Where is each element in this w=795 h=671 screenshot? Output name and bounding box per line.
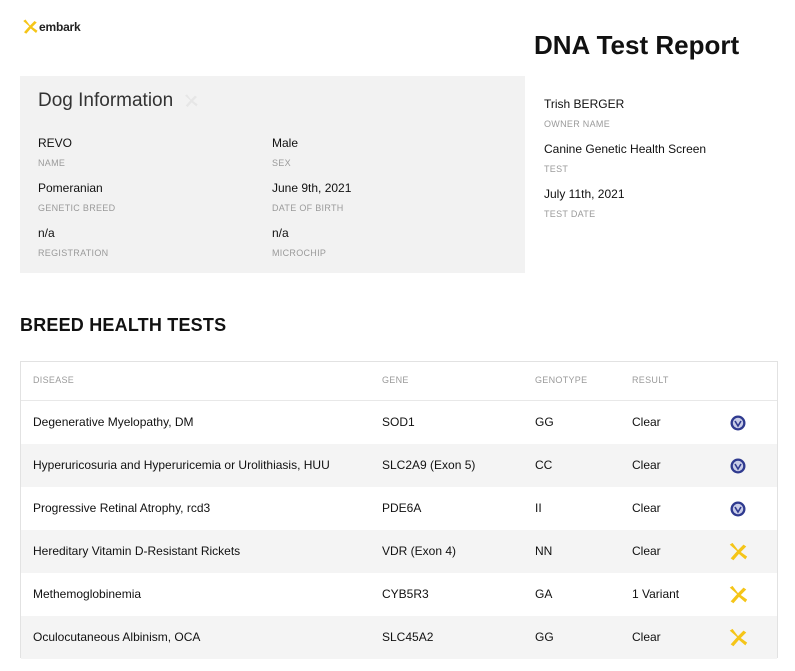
table-row: Progressive Retinal Atrophy, rcd3 PDE6A …	[21, 487, 777, 530]
table-row: Degenerative Myelopathy, DM SOD1 GG Clea…	[21, 401, 777, 444]
disease-cell: Progressive Retinal Atrophy, rcd3	[33, 501, 211, 515]
result-cell: 1 Variant	[632, 587, 680, 601]
dog-microchip-value: n/a	[272, 226, 289, 240]
owner-name-label: OWNER NAME	[544, 119, 610, 129]
dog-breed-field: Pomeranian GENETIC BREED	[38, 181, 115, 213]
table-row: Methemoglobinemia CYB5R3 GA 1 Variant	[21, 573, 777, 616]
test-field: Canine Genetic Health Screen TEST	[544, 142, 706, 174]
embark-star-icon	[725, 626, 751, 650]
dog-information-panel: Dog Information REVO NAME Male SEX Pomer…	[20, 76, 525, 273]
test-date-label: TEST DATE	[544, 209, 596, 219]
dog-breed-label: GENETIC BREED	[38, 203, 116, 213]
report-title: DNA Test Report	[534, 30, 740, 60]
disease-cell: Hyperuricosuria and Hyperuricemia or Uro…	[33, 458, 330, 472]
dog-registration-value: n/a	[38, 226, 55, 240]
header-genotype: GENOTYPE	[535, 375, 588, 385]
test-date-value: July 11th, 2021	[544, 187, 625, 201]
embark-star-icon	[725, 540, 751, 564]
genotype-cell: GG	[535, 630, 554, 644]
dog-dob-field: June 9th, 2021 DATE OF BIRTH	[272, 181, 351, 213]
breed-health-title: BREED HEALTH TESTS	[20, 315, 227, 335]
owner-name-value: Trish BERGER	[544, 97, 625, 111]
dog-information-heading: Dog Information	[38, 90, 174, 111]
disease-cell: Oculocutaneous Albinism, OCA	[33, 630, 201, 644]
dog-sex-field: Male SEX	[272, 136, 298, 168]
disease-cell: Hereditary Vitamin D-Resistant Rickets	[33, 544, 241, 558]
gene-cell: SOD1	[382, 415, 415, 429]
genotype-cell: GA	[535, 587, 553, 601]
dog-information-title: Dog Information	[38, 90, 199, 112]
verified-seal-icon	[725, 411, 751, 435]
test-value: Canine Genetic Health Screen	[544, 142, 707, 156]
faded-star-icon	[185, 94, 198, 107]
header-result: RESULT	[632, 375, 669, 385]
gene-cell: SLC45A2	[382, 630, 434, 644]
result-cell: Clear	[632, 501, 661, 515]
genotype-cell: GG	[535, 415, 554, 429]
genotype-cell: II	[535, 501, 542, 515]
table-row: Oculocutaneous Albinism, OCA SLC45A2 GG …	[21, 616, 777, 659]
table-row: Hyperuricosuria and Hyperuricemia or Uro…	[21, 444, 777, 487]
header-disease: DISEASE	[33, 375, 75, 385]
gene-cell: VDR (Exon 4)	[382, 544, 457, 558]
brand-name: embark	[39, 20, 81, 34]
genotype-cell: NN	[535, 544, 553, 558]
gene-cell: CYB5R3	[382, 587, 429, 601]
test-date-field: July 11th, 2021 TEST DATE	[544, 187, 625, 219]
breed-health-table: DISEASE GENE GENOTYPE RESULT Degenerativ…	[20, 361, 778, 659]
result-cell: Clear	[632, 415, 661, 429]
dog-name-value: REVO	[38, 136, 73, 150]
table-row: Hereditary Vitamin D-Resistant Rickets V…	[21, 530, 777, 573]
dog-dob-value: June 9th, 2021	[272, 181, 352, 195]
gene-cell: PDE6A	[382, 501, 422, 515]
dog-sex-value: Male	[272, 136, 299, 150]
dog-microchip-field: n/a MICROCHIP	[272, 226, 326, 258]
dog-dob-label: DATE OF BIRTH	[272, 203, 344, 213]
dog-registration-label: REGISTRATION	[38, 248, 109, 258]
dog-registration-field: n/a REGISTRATION	[38, 226, 108, 258]
disease-cell: Methemoglobinemia	[33, 587, 142, 601]
dog-microchip-label: MICROCHIP	[272, 248, 327, 258]
disease-cell: Degenerative Myelopathy, DM	[33, 415, 194, 429]
embark-logo: embark	[21, 18, 81, 36]
table-header: DISEASE GENE GENOTYPE RESULT	[21, 362, 777, 401]
result-cell: Clear	[632, 544, 661, 558]
embark-star-icon	[725, 583, 751, 607]
verified-seal-icon	[725, 454, 751, 478]
owner-name-field: Trish BERGER OWNER NAME	[544, 97, 624, 129]
test-label: TEST	[544, 164, 569, 174]
genotype-cell: CC	[535, 458, 553, 472]
gene-cell: SLC2A9 (Exon 5)	[382, 458, 476, 472]
result-cell: Clear	[632, 630, 661, 644]
header-gene: GENE	[382, 375, 409, 385]
dog-breed-value: Pomeranian	[38, 181, 103, 195]
dog-name-label: NAME	[38, 158, 66, 168]
result-cell: Clear	[632, 458, 661, 472]
dog-sex-label: SEX	[272, 158, 291, 168]
dog-name-field: REVO NAME	[38, 136, 72, 168]
embark-star-icon	[23, 19, 38, 34]
verified-seal-icon	[725, 497, 751, 521]
